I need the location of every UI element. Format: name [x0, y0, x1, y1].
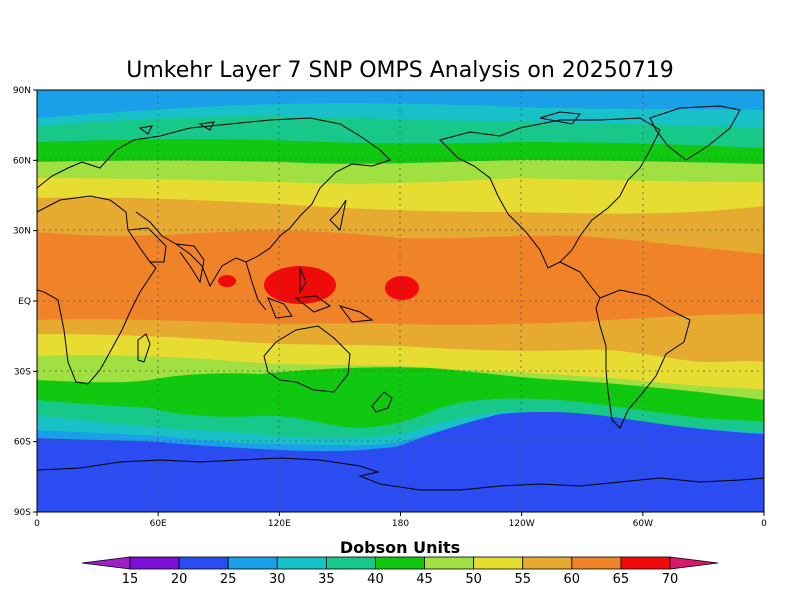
lat-tick-label: 30S	[14, 367, 31, 377]
colorbar-label: 45	[416, 572, 433, 587]
colorbar-swatch	[571, 556, 622, 570]
colorbar-swatch	[620, 556, 671, 570]
colorbar-label: 15	[122, 572, 139, 587]
lat-tick-label: 30N	[13, 227, 31, 237]
colorbar-label: 20	[171, 572, 188, 587]
lat-tick-label: 90N	[13, 86, 31, 96]
longitude-axis: 0 60E 120E 180 120W 60W 0	[34, 512, 767, 529]
colorbar: 15 20 25 30 35 40 45 50 55 60 65 70	[81, 556, 719, 587]
lat-tick-label: 60S	[14, 438, 31, 448]
lat-tick-label: EQ	[18, 297, 31, 307]
colorbar-label: 70	[662, 572, 679, 587]
colorbar-swatch	[522, 556, 573, 570]
lon-tick-label: 180	[392, 519, 409, 529]
band-20-south	[37, 411, 764, 512]
colorbar-high-arrow	[669, 556, 719, 570]
colorbar-title: Dobson Units	[340, 538, 460, 557]
colorbar-swatch	[276, 556, 327, 570]
colorbar-label: 55	[514, 572, 531, 587]
colorbar-label: 30	[269, 572, 286, 587]
colorbar-label: 25	[220, 572, 237, 587]
colorbar-low-arrow	[81, 556, 131, 570]
colorbar-label: 65	[613, 572, 630, 587]
colorbar-label: 60	[564, 572, 581, 587]
lon-tick-label: 60E	[150, 519, 167, 529]
lon-tick-label: 120W	[509, 519, 535, 529]
lon-tick-label: 120E	[268, 519, 291, 529]
lon-tick-label: 0	[761, 519, 767, 529]
graticule	[37, 90, 764, 512]
colorbar-swatch	[178, 556, 229, 570]
colorbar-swatch	[129, 556, 180, 570]
colorbar-swatch	[325, 556, 376, 570]
lat-tick-label: 90S	[14, 508, 31, 518]
colorbar-label: 35	[318, 572, 335, 587]
latitude-axis: 90N 60N 30N EQ 30S 60S 90S	[13, 86, 37, 518]
colorbar-swatch	[227, 556, 278, 570]
colorbar-label: 50	[465, 572, 482, 587]
high-ozone-blob-bay-of-bengal	[218, 275, 236, 287]
colorbar-swatch	[375, 556, 425, 570]
colorbar-swatch	[473, 556, 524, 570]
lon-tick-label: 0	[34, 519, 40, 529]
map-title: Umkehr Layer 7 SNP OMPS Analysis on 2025…	[126, 58, 674, 83]
ozone-field	[37, 90, 764, 512]
colorbar-swatch	[424, 556, 475, 570]
coastlines	[37, 105, 764, 491]
lon-tick-label: 60W	[633, 519, 653, 529]
lat-tick-label: 60N	[13, 156, 31, 166]
high-ozone-blob-pacific	[385, 276, 419, 300]
colorbar-label: 40	[367, 572, 384, 587]
